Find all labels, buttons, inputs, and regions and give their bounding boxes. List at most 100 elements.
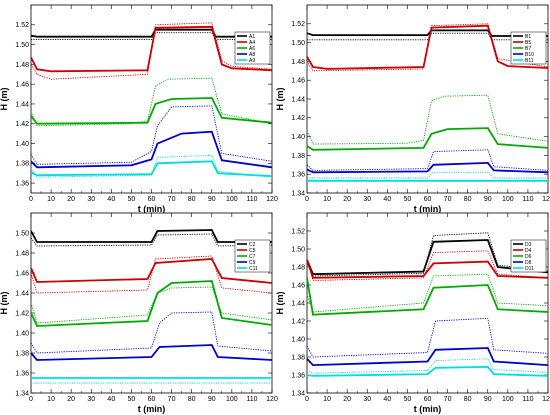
y-axis-label: H (m) [275, 292, 285, 315]
series-A9-line [30, 160, 273, 178]
legend-entry-C7: C7 [249, 254, 256, 260]
legend-entry-C11: C11 [249, 266, 258, 272]
x-tick-label: 110 [522, 196, 533, 203]
legend-entry-A8: A8 [249, 52, 255, 58]
x-tick-label: 40 [383, 396, 391, 403]
series-D8-observed [306, 317, 549, 358]
series-D4-line [306, 259, 549, 279]
series-A4-line [30, 25, 273, 73]
series-A6-line [30, 97, 273, 125]
series-A6-observed [30, 77, 273, 127]
series-A1-observed [31, 32, 272, 41]
panel-bottom-left: 0 10 20 30 40 50 60 70 80 90 100 110 120 1.34 1.36 1.38… [0, 212, 278, 414]
y-tick-label: 1.50 [291, 246, 305, 253]
y-tick-label: 1.52 [291, 21, 305, 28]
x-tick-label: 80 [464, 196, 472, 203]
y-tick-label: 1.34 [15, 390, 29, 397]
series-B10-line [306, 161, 549, 174]
x-axis-label: t (min) [414, 204, 442, 214]
x-tick-label: 20 [67, 196, 75, 203]
y-tick-label: 1.48 [291, 59, 305, 66]
x-tick-label: 60 [148, 196, 156, 203]
y-tick-label: 1.46 [291, 282, 305, 289]
x-tick-label: 90 [208, 196, 216, 203]
legend-entry-B5: B5 [525, 40, 531, 46]
x-tick-label: 70 [444, 396, 452, 403]
x-tick-label: 40 [107, 396, 115, 403]
y-axis-label: H (m) [0, 292, 9, 315]
legend-entry-A1: A1 [249, 34, 255, 40]
y-tick-label: 1.44 [291, 300, 305, 307]
series-D11-line [306, 365, 549, 377]
series-D6-observed [306, 273, 549, 313]
x-tick-label: 70 [168, 396, 176, 403]
x-tick-label: 30 [363, 196, 371, 203]
y-tick-label: 1.44 [15, 290, 29, 297]
x-tick-label: 50 [404, 396, 412, 403]
y-tick-label: 1.48 [15, 62, 29, 69]
series-C7-observed [30, 286, 273, 324]
x-tick-label: 60 [148, 396, 156, 403]
series-B5-observed [306, 23, 549, 72]
legend-entry-B7: B7 [525, 46, 531, 52]
x-tick-label: 20 [67, 396, 75, 403]
series-C2-observed [30, 233, 273, 247]
legend-entry-B1: B1 [525, 34, 531, 40]
y-tick-label: 1.34 [291, 190, 305, 197]
y-axis-label: H (m) [0, 88, 9, 111]
y-tick-label: 1.48 [291, 264, 305, 271]
x-tick-label: 0 [305, 396, 309, 403]
y-tick-label: 1.42 [15, 310, 29, 317]
x-tick-label: 80 [464, 396, 472, 403]
series-D4-observed [306, 250, 549, 281]
x-axis-label: t (min) [138, 404, 166, 414]
x-tick-label: 100 [226, 196, 238, 203]
x-tick-label: 20 [343, 196, 351, 203]
y-tick-label: 1.52 [291, 228, 305, 235]
x-tick-label: 20 [343, 396, 351, 403]
legend-entry-A4: A4 [249, 40, 255, 46]
legend-entry-D4: D4 [525, 248, 532, 254]
legend-entry-C5: C5 [249, 248, 256, 254]
x-tick-label: 100 [226, 396, 238, 403]
series-D8-line [306, 347, 549, 367]
x-tick-label: 10 [47, 396, 55, 403]
x-tick-label: 40 [107, 196, 115, 203]
y-tick-label: 1.50 [15, 42, 29, 49]
series-C7-line [30, 280, 273, 327]
x-axis-label: t (min) [414, 404, 442, 414]
legend-entry-D6: D6 [525, 254, 532, 260]
x-tick-label: 30 [87, 396, 95, 403]
legend-entry-B10: B10 [525, 52, 534, 58]
legend-entry-D8: D8 [525, 260, 532, 266]
y-tick-label: 1.38 [15, 161, 29, 168]
y-tick-label: 1.38 [291, 354, 305, 361]
x-tick-label: 120 [542, 196, 550, 203]
x-axis-label: t (min) [138, 204, 166, 214]
x-tick-label: 120 [266, 396, 278, 403]
series-B7-observed [306, 94, 549, 145]
x-tick-label: 90 [484, 196, 492, 203]
y-tick-label: 1.38 [291, 153, 305, 160]
x-tick-label: 120 [266, 196, 278, 203]
x-tick-label: 70 [444, 196, 452, 203]
x-tick-label: 100 [502, 196, 514, 203]
x-tick-label: 10 [323, 396, 331, 403]
y-tick-label: 1.36 [15, 370, 29, 377]
x-tick-label: 110 [246, 196, 257, 203]
y-axis-label: H (m) [275, 88, 285, 111]
y-tick-label: 1.46 [15, 82, 29, 89]
x-tick-label: 40 [383, 196, 391, 203]
x-tick-label: 60 [424, 396, 432, 403]
y-tick-label: 1.36 [15, 181, 29, 188]
series-B1-observed [307, 32, 548, 41]
panel-top-right: 0 10 20 30 40 50 60 70 80 90 100 110 120 1.34 1.36 1.38… [275, 4, 550, 214]
x-tick-label: 110 [246, 396, 257, 403]
y-tick-label: 1.34 [291, 390, 305, 397]
y-tick-label: 1.46 [291, 78, 305, 85]
x-tick-label: 30 [363, 396, 371, 403]
